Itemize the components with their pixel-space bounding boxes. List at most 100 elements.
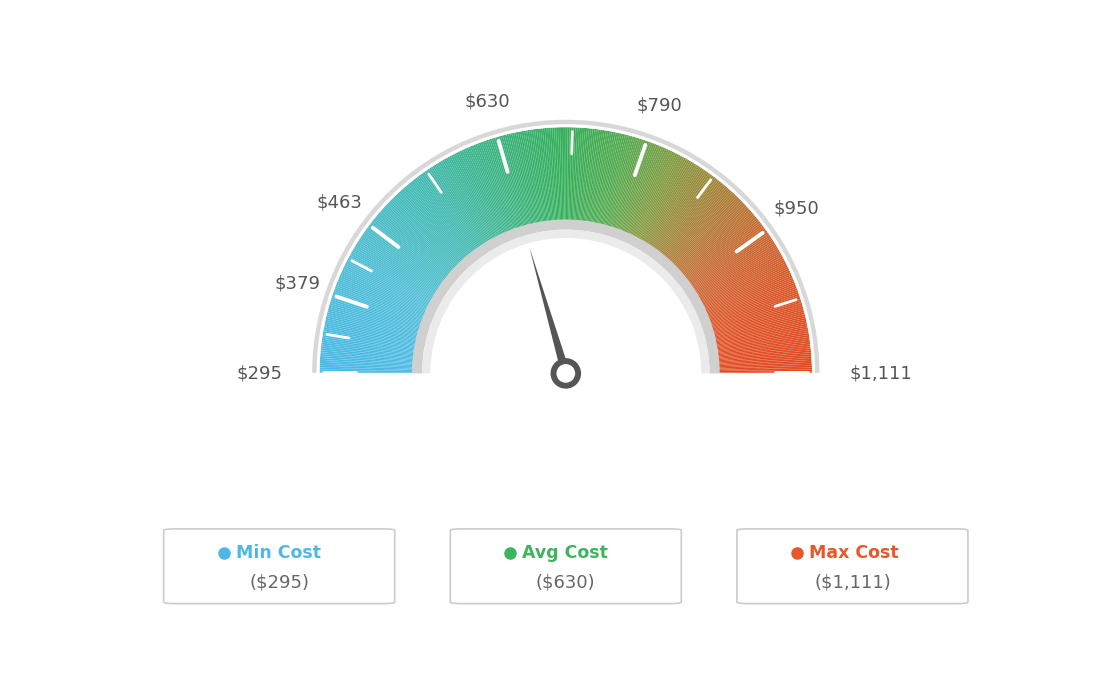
Wedge shape [447,157,493,239]
Wedge shape [386,204,455,269]
Wedge shape [575,128,583,221]
Wedge shape [499,136,526,226]
Wedge shape [490,139,520,228]
Wedge shape [320,364,413,368]
Wedge shape [382,208,453,272]
Wedge shape [698,250,779,298]
Wedge shape [418,175,475,251]
Wedge shape [348,257,432,302]
Wedge shape [544,128,554,221]
Wedge shape [688,226,764,283]
Wedge shape [364,230,442,286]
Wedge shape [602,134,625,225]
Wedge shape [365,228,443,284]
Wedge shape [381,209,452,273]
Wedge shape [615,140,647,229]
Wedge shape [431,238,701,373]
Wedge shape [708,283,796,318]
Wedge shape [611,138,640,228]
Wedge shape [411,181,470,255]
Wedge shape [719,360,811,366]
Wedge shape [687,222,762,281]
Wedge shape [512,132,533,224]
Wedge shape [321,346,414,358]
Wedge shape [442,159,490,242]
Wedge shape [477,143,512,231]
Wedge shape [711,299,802,328]
Wedge shape [541,128,551,221]
Wedge shape [348,258,431,303]
Wedge shape [343,267,428,308]
Wedge shape [385,205,455,270]
Wedge shape [327,310,418,335]
Wedge shape [326,316,417,339]
Wedge shape [689,228,766,284]
Wedge shape [699,253,782,300]
Wedge shape [360,237,439,290]
Wedge shape [371,221,446,280]
Wedge shape [449,156,495,239]
Wedge shape [703,265,788,307]
Wedge shape [712,301,802,330]
Wedge shape [711,297,800,327]
Wedge shape [320,360,413,366]
Wedge shape [624,146,661,233]
Wedge shape [564,127,565,221]
Wedge shape [585,129,598,222]
Wedge shape [438,161,488,243]
Wedge shape [675,201,743,267]
Wedge shape [501,135,527,226]
Wedge shape [521,131,540,223]
Wedge shape [322,337,415,352]
Wedge shape [528,130,543,223]
Wedge shape [426,170,480,248]
Wedge shape [604,135,629,226]
Wedge shape [649,168,702,246]
Wedge shape [700,257,784,302]
Wedge shape [496,137,523,227]
Wedge shape [444,159,491,241]
Wedge shape [676,202,744,268]
Wedge shape [684,218,758,278]
Wedge shape [718,354,811,363]
Wedge shape [526,130,542,223]
Wedge shape [712,303,803,331]
Wedge shape [358,240,437,292]
Wedge shape [635,154,679,238]
Wedge shape [323,329,415,347]
Wedge shape [554,128,560,221]
Wedge shape [391,199,458,266]
Wedge shape [647,164,698,244]
Wedge shape [691,233,769,288]
Text: Min Cost: Min Cost [235,544,320,562]
Wedge shape [546,128,555,221]
Wedge shape [337,281,424,317]
Wedge shape [326,318,417,340]
Wedge shape [378,213,449,275]
Wedge shape [403,188,466,259]
Wedge shape [719,368,813,371]
Wedge shape [389,201,457,267]
Wedge shape [346,262,429,305]
Wedge shape [543,128,553,221]
Wedge shape [321,342,414,355]
Wedge shape [531,129,545,222]
Wedge shape [320,354,414,363]
Wedge shape [634,153,678,237]
Wedge shape [716,337,809,352]
Wedge shape [319,366,413,370]
Wedge shape [681,212,753,274]
Wedge shape [322,331,415,348]
Wedge shape [470,146,508,233]
Wedge shape [576,128,585,221]
Wedge shape [718,356,811,364]
Wedge shape [649,166,701,246]
Wedge shape [491,138,521,228]
Wedge shape [327,312,418,337]
Wedge shape [639,157,686,240]
Wedge shape [696,245,777,295]
Wedge shape [338,277,425,315]
Wedge shape [437,162,487,243]
Wedge shape [488,139,519,228]
Wedge shape [507,134,530,225]
